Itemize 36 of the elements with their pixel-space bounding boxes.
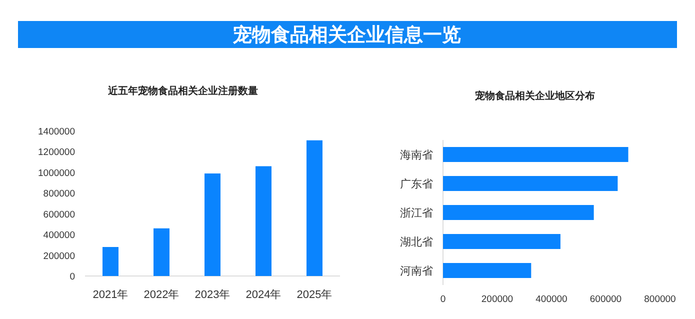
x-tick-label: 2022年 <box>144 289 180 301</box>
x-tick-label: 800000 <box>644 294 676 305</box>
chart-title: 宠物食品相关企业地区分布 <box>474 90 595 102</box>
bar <box>443 205 594 220</box>
y-tick-label: 600000 <box>43 209 75 220</box>
bar <box>306 140 322 276</box>
x-tick-label: 600000 <box>590 294 622 305</box>
y-tick-label: 湖北省 <box>400 236 433 248</box>
text: 宠物食品相关企业信息一览 <box>232 24 461 46</box>
y-tick-label: 1000000 <box>38 168 75 179</box>
y-tick-label: 400000 <box>43 230 75 242</box>
bar <box>443 234 560 249</box>
chart-title: 近五年宠物食品相关企业注册数量 <box>107 85 258 97</box>
y-tick-label: 800000 <box>43 188 75 200</box>
bar <box>256 166 272 276</box>
y-tick-label: 200000 <box>43 250 75 262</box>
y-tick-label: 河南省 <box>400 264 433 278</box>
x-tick-label: 2023年 <box>194 289 230 301</box>
y-tick-label: 1400000 <box>38 126 75 138</box>
bar <box>443 263 532 278</box>
x-tick-label: 400000 <box>536 294 568 305</box>
y-tick-label: 0 <box>70 272 75 282</box>
y-tick-label: 广东省 <box>400 178 433 190</box>
y-tick-label: 1200000 <box>38 147 75 158</box>
x-tick-label: 200000 <box>481 294 514 305</box>
y-tick-label: 海南省 <box>400 148 433 162</box>
bar <box>102 247 118 276</box>
x-tick-label: 2025年 <box>296 289 332 301</box>
bar <box>443 147 628 162</box>
bar <box>204 173 220 276</box>
x-tick-label: 2024年 <box>246 289 282 301</box>
y-tick-label: 浙江省 <box>400 206 433 220</box>
bar <box>154 228 170 276</box>
bar <box>443 176 618 191</box>
x-tick-label: 2021年 <box>92 289 128 301</box>
x-tick-label: 0 <box>440 294 446 305</box>
